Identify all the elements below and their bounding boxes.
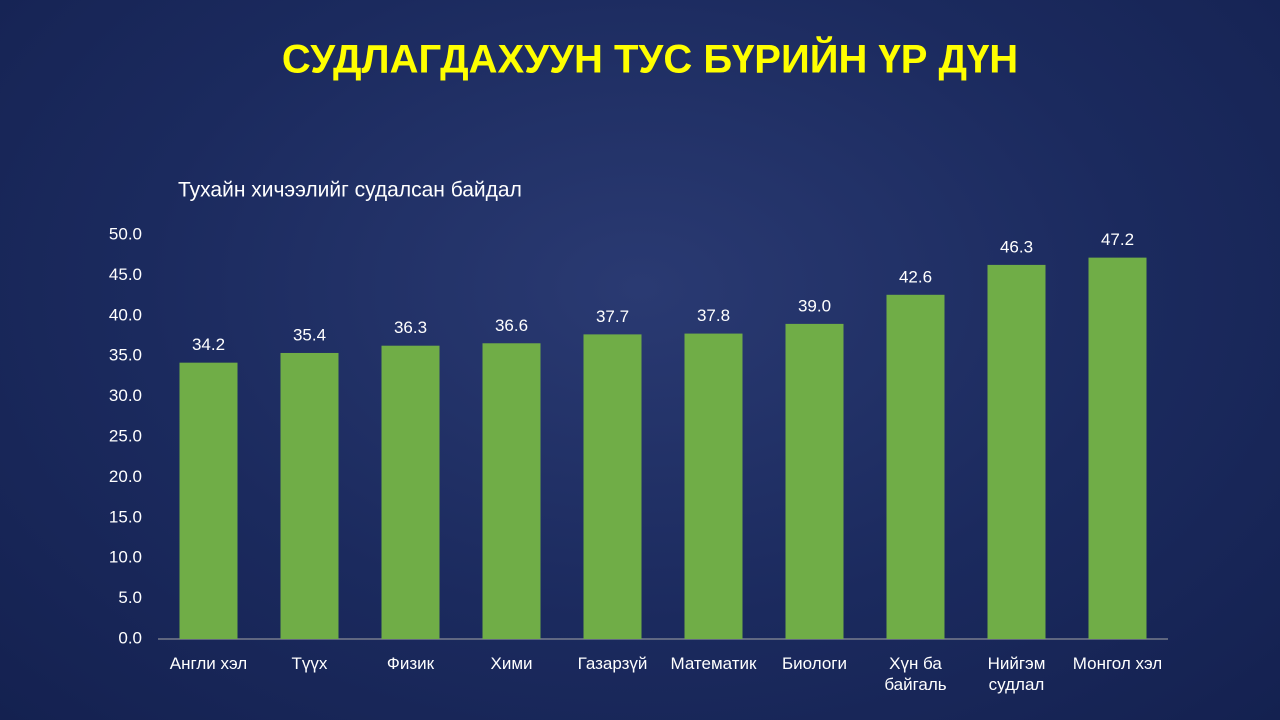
y-tick-label: 50.0 — [109, 224, 142, 243]
x-tick-label: Монгол хэл — [1072, 654, 1163, 673]
bar — [1088, 257, 1147, 639]
y-tick-label: 35.0 — [109, 346, 142, 365]
y-tick-label: 30.0 — [109, 386, 142, 405]
data-label: 36.3 — [394, 318, 427, 337]
data-label: 36.6 — [495, 316, 528, 335]
bar — [583, 334, 642, 639]
data-label: 35.4 — [293, 325, 326, 344]
data-label: 34.2 — [192, 335, 225, 354]
y-tick-label: 20.0 — [109, 467, 142, 486]
data-label: 37.8 — [697, 306, 730, 325]
bar — [482, 343, 541, 639]
y-tick-label: 45.0 — [109, 265, 142, 284]
chart-subtitle: Тухайн хичээлийг судалсан байдал — [178, 179, 522, 202]
data-label: 46.3 — [1000, 237, 1033, 256]
x-tick-label: Хими — [490, 654, 533, 673]
data-label: 39.0 — [798, 296, 831, 315]
bar — [886, 294, 945, 639]
x-tick-label: Математик — [670, 654, 757, 673]
x-tick-label: Түүх — [291, 654, 328, 673]
data-label: 37.7 — [596, 307, 629, 326]
bar — [785, 323, 844, 639]
x-tick-label: Хүн ба байгаль — [884, 654, 947, 694]
bar — [381, 345, 440, 639]
y-tick-label: 0.0 — [118, 628, 142, 647]
x-tick-label: Газарзүй — [577, 654, 648, 673]
bar — [179, 362, 238, 639]
x-tick-label: Нийгэм судлал — [987, 654, 1046, 694]
bar — [684, 333, 743, 639]
x-tick-label: Англи хэл — [169, 654, 248, 673]
data-label: 47.2 — [1101, 230, 1134, 249]
bar — [987, 264, 1046, 639]
bar — [280, 352, 339, 639]
y-tick-label: 25.0 — [109, 426, 142, 445]
data-label: 42.6 — [899, 267, 932, 286]
y-tick-label: 40.0 — [109, 305, 142, 324]
y-tick-label: 5.0 — [118, 588, 142, 607]
x-tick-label: Физик — [386, 654, 435, 673]
y-tick-label: 15.0 — [109, 507, 142, 526]
chart-title: СУДЛАГДАХУУН ТУС БҮРИЙН ҮР ДҮН — [282, 36, 1018, 82]
y-tick-label: 10.0 — [109, 548, 142, 567]
x-tick-label: Биологи — [782, 654, 847, 673]
